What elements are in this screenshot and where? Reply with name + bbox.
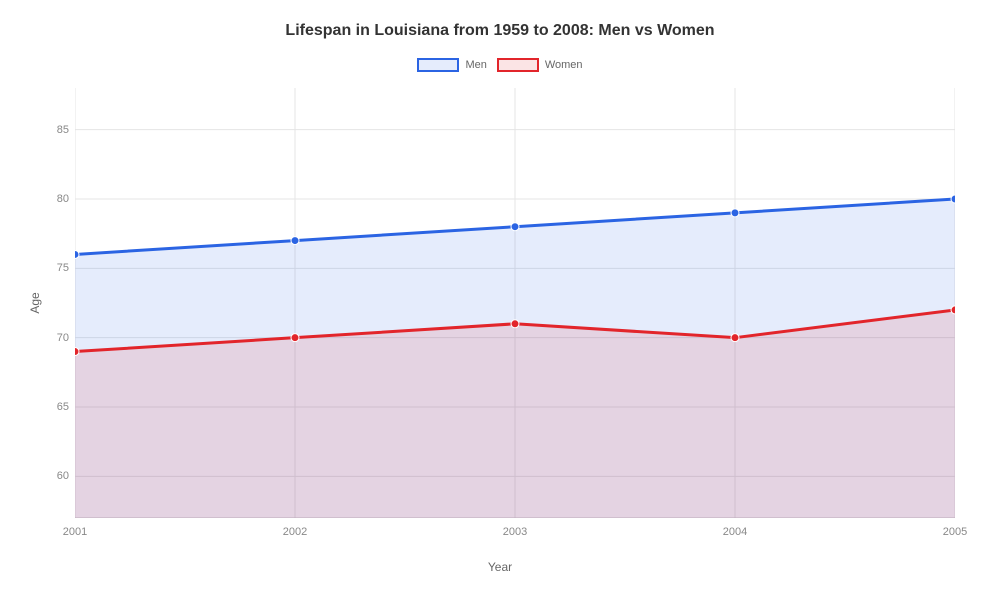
legend-swatch-men [417, 58, 459, 72]
plot-area [75, 88, 955, 518]
x-tick-label: 2003 [503, 526, 527, 538]
x-tick-label: 2005 [943, 526, 967, 538]
y-axis-label: Age [28, 292, 42, 313]
y-tick-label: 65 [45, 401, 69, 413]
x-axis-label: Year [488, 560, 512, 574]
legend-label-women: Women [545, 59, 583, 71]
legend: Men Women [0, 58, 1000, 72]
chart-svg [75, 88, 955, 518]
legend-swatch-women [497, 58, 539, 72]
x-tick-label: 2002 [283, 526, 307, 538]
y-tick-label: 70 [45, 332, 69, 344]
x-tick-label: 2004 [723, 526, 747, 538]
y-tick-label: 75 [45, 262, 69, 274]
legend-item-women[interactable]: Women [497, 58, 583, 72]
y-tick-label: 60 [45, 470, 69, 482]
x-tick-label: 2001 [63, 526, 87, 538]
legend-label-men: Men [465, 59, 486, 71]
y-tick-label: 80 [45, 193, 69, 205]
chart-container: Lifespan in Louisiana from 1959 to 2008:… [0, 0, 1000, 600]
y-tick-label: 85 [45, 124, 69, 136]
chart-title: Lifespan in Louisiana from 1959 to 2008:… [0, 22, 1000, 40]
legend-item-men[interactable]: Men [417, 58, 486, 72]
